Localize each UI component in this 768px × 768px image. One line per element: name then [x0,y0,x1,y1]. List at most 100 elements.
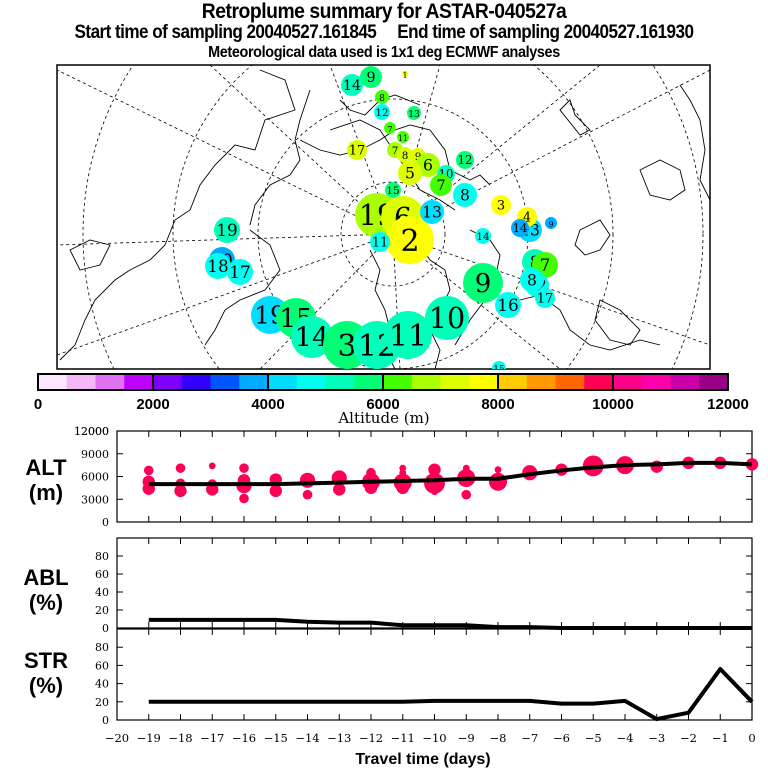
scatter-point [239,493,249,504]
cluster-label: 5 [405,164,415,182]
colorbar-segment [66,374,96,390]
x-tick-label: −5 [585,731,602,745]
cluster-label: 19 [216,220,238,240]
cluster-label: 17 [229,262,251,282]
colorbar-segment [498,374,528,390]
colorbar-segment [181,374,211,390]
cluster-bubble: 17 [347,140,367,160]
cluster-bubble: 3 [491,195,511,215]
cluster-label: 1 [402,71,407,80]
cluster-bubble: 14 [475,228,491,244]
cluster-label: 3 [497,199,505,214]
colorbar-tick-label: 12000 [707,396,749,413]
scatter-point [489,472,507,491]
cluster-bubble: 7 [430,174,452,196]
chart-title: Retroplume summary for ASTAR-040527a [201,0,567,23]
scatter-point [494,466,502,474]
cluster-bubble: 14 [341,74,363,96]
cluster-bubble: 9 [463,263,503,303]
x-tick-label: −17 [200,731,224,745]
x-tick-label: −13 [327,731,351,745]
cluster-bubble: 11 [397,131,409,143]
x-tick-label: −20 [105,731,129,745]
x-tick-label: −14 [295,731,319,745]
cluster-bubble: 12 [456,151,474,169]
cluster-label: 8 [460,186,470,204]
cluster-label: 11 [372,236,389,251]
cluster-bubble: 17 [535,288,555,308]
cluster-label: 12 [458,153,473,167]
cluster-label: 12 [375,107,388,119]
colorbar-segment [124,374,154,390]
y-tick-label: 3000 [81,493,109,506]
x-tick-label: −19 [137,731,161,745]
x-tick-label: −12 [359,731,383,745]
plot-frame [116,628,753,721]
colorbar-tick-label: 8000 [481,396,514,413]
cluster-bubble: 14 [511,219,529,237]
colorbar-segment [641,374,671,390]
cluster-label: 2 [400,224,419,259]
cluster-bubble: 19 [214,217,240,243]
cluster-bubble: 13 [420,200,444,224]
x-tick-label: −18 [168,731,192,745]
x-tick-label: −6 [553,731,570,745]
cluster-label: 15 [493,365,505,375]
str-label-line1: STR [24,648,68,673]
cluster-label: 17 [349,144,366,159]
colorbar-tick-label: 0 [34,396,42,413]
colorbar-segment [239,374,269,390]
cluster-label: 14 [513,221,528,235]
met-data-note: Meteorological data used is 1x1 deg ECMW… [208,44,560,61]
colorbar-segment [383,374,413,390]
cluster-label: 18 [207,256,229,276]
y-tick-label: 12000 [74,425,109,438]
y-tick-label: 40 [95,586,109,599]
cluster-bubble: 8 [375,90,389,104]
cluster-label: 17 [537,292,554,307]
scatter-point [428,463,441,476]
x-tick-label: −7 [521,731,538,745]
cluster-label: 9 [415,151,422,163]
cluster-bubble: 2 [386,216,434,264]
panel-abl: 0 20 40 60 80 [95,537,753,635]
scatter-point [206,483,219,496]
trajectory-clusters: 9141812137111778965107812141315196234911… [205,66,558,375]
cluster-label: 8 [527,271,537,289]
y-tick-label: 0 [102,516,109,529]
cluster-bubble: 12 [374,104,390,120]
x-tick-label: −8 [490,731,507,745]
scatter-point [174,484,187,498]
scatter-point [175,463,186,473]
colorbar-segment [699,374,729,390]
cluster-label: 13 [408,110,420,120]
x-tick-label: 0 [748,731,755,745]
sampling-times: Start time of sampling 20040527.161845 E… [74,22,694,43]
altitude-colorbar: 0 2000 4000 6000 8000 10000 12000 [34,373,749,413]
cluster-label: 13 [422,203,442,221]
y-tick-label: 60 [95,568,109,581]
cluster-label: 7 [392,145,399,157]
x-tick-label: −15 [264,731,288,745]
scatter-point [269,484,282,498]
x-tick-label: −16 [232,731,256,745]
series-line [148,617,752,630]
colorbar-segment [354,374,384,390]
colorbar-tick-label: 2000 [136,396,169,413]
x-tick-label: −9 [458,731,475,745]
cluster-label: 14 [343,78,361,94]
x-tick-label: −2 [680,731,697,745]
cluster-label: 11 [398,134,408,143]
y-tick-label: 0 [102,622,109,635]
cluster-bubble: 9 [545,217,557,229]
scatter-point [208,462,216,470]
cluster-bubble: 5 [398,161,422,185]
scatter-point [431,488,438,496]
scatter-point [299,472,316,488]
cluster-label: 3 [337,329,356,364]
cluster-label: 7 [436,178,445,194]
colorbar-segment [296,374,326,390]
